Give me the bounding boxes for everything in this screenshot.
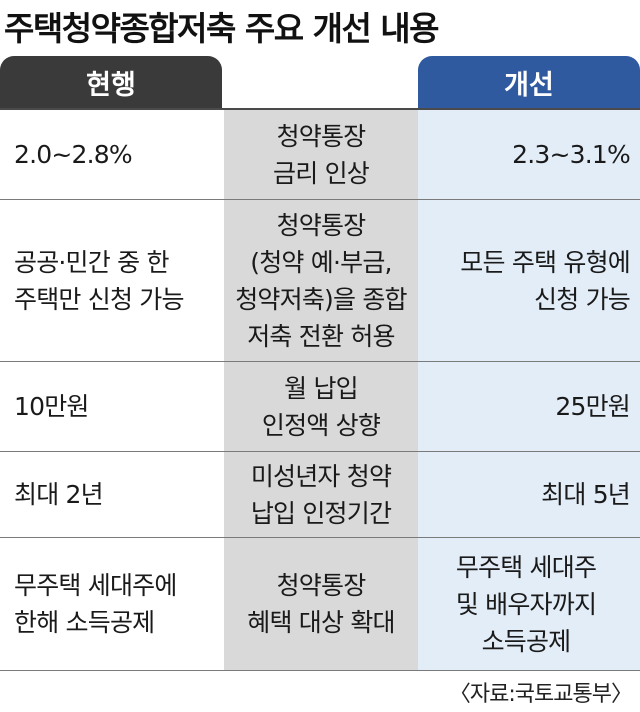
row-4-current: 최대 2년: [14, 480, 104, 509]
row-2-improved: 모든 주택 유형에 신청 가능: [460, 247, 631, 314]
row-divider: [0, 537, 640, 538]
row-4-improved: 최대 5년: [541, 480, 631, 509]
row-divider: [0, 451, 640, 452]
row-3-current: 10만원: [14, 392, 89, 421]
row-2-item: 청약통장 (청약 예·부금, 청약저축)을 종합 저축 전환 허용: [235, 210, 407, 351]
improved-header: 개선: [418, 56, 640, 108]
row-2-current: 공공·민간 중 한 주택만 신청 가능: [14, 247, 185, 314]
row-3-improved: 25만원: [555, 392, 630, 421]
row-5-item: 청약통장 혜택 대상 확대: [247, 571, 395, 637]
row-1-current: 2.0~2.8%: [14, 140, 133, 169]
row-1-item: 청약통장 금리 인상: [273, 121, 370, 188]
table-top-rule: [0, 108, 640, 110]
row-1-improved: 2.3~3.1%: [512, 140, 631, 169]
chart-title: 주택청약종합저축 주요 개선 내용: [4, 9, 440, 48]
improved-column-bg: [418, 110, 640, 670]
current-header: 현행: [0, 56, 222, 108]
row-3-item: 월 납입 인정액 상향: [261, 373, 381, 440]
row-4-item: 미성년자 청약 납입 인정기간: [250, 461, 392, 528]
row-5-current: 무주택 세대주에 한해 소득공제: [14, 571, 177, 637]
current-column-bg: [0, 110, 224, 670]
table-bottom-rule: [0, 670, 640, 671]
item-column-bg: [224, 110, 418, 670]
row-divider: [0, 361, 640, 362]
source-note: 〈자료:국토교통부〉: [448, 682, 633, 707]
row-divider: [0, 199, 640, 200]
row-5-improved: 무주택 세대주 및 배우자까지 소득공제: [455, 552, 597, 656]
